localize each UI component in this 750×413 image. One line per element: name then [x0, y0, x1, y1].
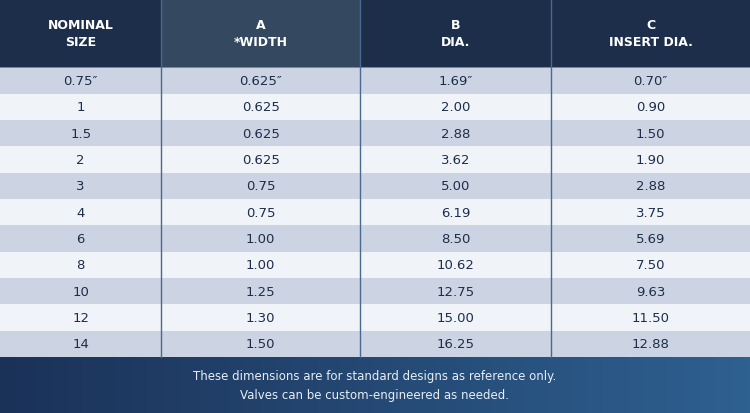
Text: 5.00: 5.00 [441, 180, 470, 193]
Bar [161, 0, 360, 68]
Text: 1.25: 1.25 [246, 285, 275, 298]
Bar [0, 147, 750, 173]
Bar [0, 95, 750, 121]
Bar [360, 0, 551, 68]
Text: 14: 14 [72, 337, 89, 351]
Bar [0, 173, 750, 199]
Text: NOMINAL
SIZE: NOMINAL SIZE [48, 19, 113, 49]
Text: 3.62: 3.62 [441, 154, 470, 166]
Text: 6: 6 [76, 233, 85, 245]
Text: 12.88: 12.88 [632, 337, 670, 351]
Text: 2.88: 2.88 [441, 127, 470, 140]
Text: 3.75: 3.75 [636, 206, 665, 219]
Text: 0.625: 0.625 [242, 154, 280, 166]
Text: 4: 4 [76, 206, 85, 219]
Text: B
DIA.: B DIA. [441, 19, 470, 49]
Bar [0, 252, 750, 278]
Text: 2.88: 2.88 [636, 180, 665, 193]
Bar [0, 68, 750, 95]
Text: 8: 8 [76, 259, 85, 272]
Text: 3: 3 [76, 180, 85, 193]
Bar [0, 121, 750, 147]
Text: 0.70″: 0.70″ [634, 75, 668, 88]
Text: 1.00: 1.00 [246, 233, 275, 245]
Text: 0.75: 0.75 [246, 206, 275, 219]
Text: 0.75: 0.75 [246, 180, 275, 193]
Text: 12: 12 [72, 311, 89, 324]
Text: 0.625″: 0.625″ [239, 75, 282, 88]
Text: 0.75″: 0.75″ [63, 75, 98, 88]
Text: 1.30: 1.30 [246, 311, 275, 324]
Text: 8.50: 8.50 [441, 233, 470, 245]
Text: 6.19: 6.19 [441, 206, 470, 219]
Bar [0, 199, 750, 226]
Text: 0.90: 0.90 [636, 101, 665, 114]
Text: 1.5: 1.5 [70, 127, 92, 140]
Text: 1.00: 1.00 [246, 259, 275, 272]
Text: 11.50: 11.50 [632, 311, 670, 324]
Text: 12.75: 12.75 [436, 285, 475, 298]
Text: 1.69″: 1.69″ [439, 75, 472, 88]
Text: 2.00: 2.00 [441, 101, 470, 114]
Text: 1: 1 [76, 101, 85, 114]
Text: A
*WIDTH: A *WIDTH [234, 19, 288, 49]
Bar [0, 0, 161, 68]
Text: 0.625: 0.625 [242, 127, 280, 140]
Text: C
INSERT DIA.: C INSERT DIA. [609, 19, 692, 49]
Text: These dimensions are for standard designs as reference only.
Valves can be custo: These dimensions are for standard design… [194, 369, 556, 401]
Text: 16.25: 16.25 [436, 337, 475, 351]
Bar [0, 331, 750, 357]
Text: 10.62: 10.62 [436, 259, 475, 272]
Bar [0, 278, 750, 305]
Bar [0, 305, 750, 331]
Bar [0, 226, 750, 252]
Text: 1.50: 1.50 [636, 127, 665, 140]
Text: 1.50: 1.50 [246, 337, 275, 351]
Text: 2: 2 [76, 154, 85, 166]
Text: 10: 10 [72, 285, 89, 298]
Text: 5.69: 5.69 [636, 233, 665, 245]
Text: 9.63: 9.63 [636, 285, 665, 298]
Text: 7.50: 7.50 [636, 259, 665, 272]
Text: 1.90: 1.90 [636, 154, 665, 166]
Text: 0.625: 0.625 [242, 101, 280, 114]
Text: 15.00: 15.00 [436, 311, 475, 324]
Bar [551, 0, 750, 68]
